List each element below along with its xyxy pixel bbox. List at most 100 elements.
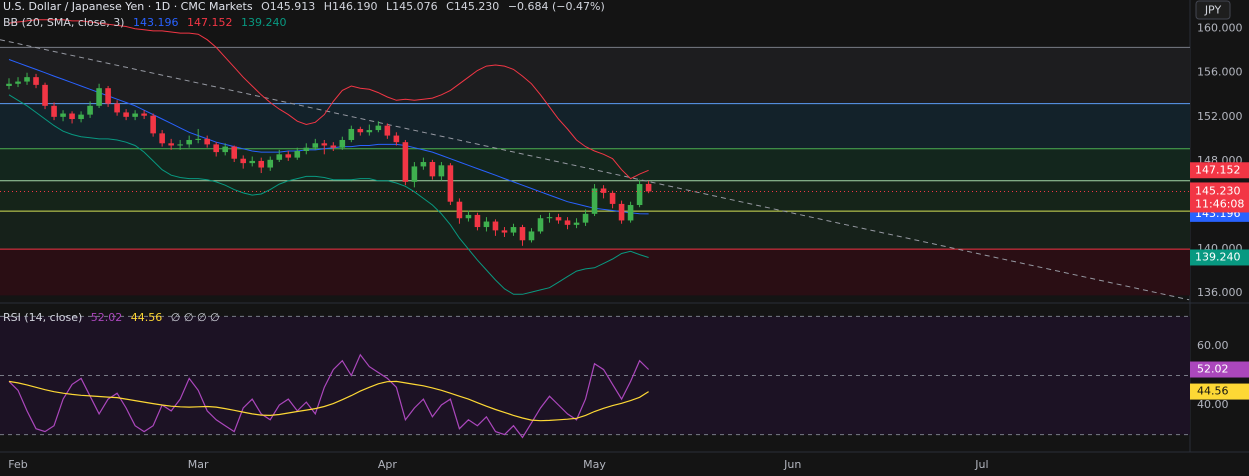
- candle-body: [564, 220, 571, 225]
- candle-body: [636, 184, 643, 206]
- candle-body: [60, 113, 66, 117]
- candle-body: [645, 183, 652, 192]
- candle-body: [339, 139, 346, 148]
- candle-body: [87, 105, 93, 115]
- candle-body: [78, 114, 84, 120]
- candle-body: [231, 146, 238, 159]
- bb-line: [8, 59, 649, 215]
- candle-body: [267, 159, 274, 168]
- candle-body: [177, 144, 183, 146]
- candle-body: [204, 138, 210, 145]
- x-tick-label: Feb: [8, 458, 27, 471]
- rsi-legend: RSI (14, close) 52.02 44.56 ∅ ∅ ∅ ∅: [3, 311, 225, 324]
- bb-line: [8, 94, 649, 295]
- candle-body: [429, 162, 436, 177]
- x-tick-label: Apr: [378, 458, 398, 471]
- candle-body: [141, 113, 147, 116]
- candle-body: [555, 217, 562, 221]
- candle-body: [456, 201, 463, 219]
- candle-body: [321, 143, 328, 146]
- bb-value: 139.240: [240, 16, 287, 29]
- price-tag-label: 139.240: [1195, 250, 1241, 263]
- y-tick-label: 40.00: [1197, 398, 1229, 411]
- candle-body: [114, 103, 120, 113]
- candle-body: [213, 144, 219, 153]
- currency-box[interactable]: [1195, 0, 1231, 20]
- candle-body: [537, 218, 544, 232]
- candle-body: [222, 146, 229, 153]
- bb-legend: BB (20, SMA, close, 3) 143.196 147.152 1…: [3, 16, 291, 29]
- candle-body: [627, 205, 634, 221]
- currency: JPY: [1204, 4, 1222, 17]
- close-tag-label: 145.230: [1195, 184, 1241, 197]
- candle-body: [42, 84, 48, 106]
- zone: [0, 211, 1190, 250]
- y-tick-label: 136.000: [1197, 286, 1243, 299]
- bb-title: BB (20, SMA, close, 3): [3, 16, 125, 29]
- candle-body: [384, 125, 391, 136]
- y-tick-label: 152.000: [1197, 110, 1243, 123]
- bb-value: 147.152: [186, 16, 233, 29]
- candle-body: [6, 83, 12, 86]
- change: −0.684 (−0.47%): [507, 0, 605, 13]
- y-tick-label: 60.00: [1197, 339, 1229, 352]
- rsi-value: 44.56: [130, 311, 163, 324]
- x-tick-label: Mar: [188, 458, 209, 471]
- candle-body: [618, 203, 625, 221]
- ohlc-close: C145.230: [446, 0, 500, 13]
- candle-body: [465, 214, 472, 219]
- candle-body: [195, 138, 201, 140]
- candle-body: [600, 188, 607, 193]
- header: U.S. Dollar / Japanese Yen · 1D · CMC Ma…: [3, 0, 610, 13]
- candle-body: [447, 165, 454, 202]
- price-tag-label: 147.152: [1195, 163, 1241, 176]
- candle-body: [510, 227, 517, 233]
- candle-body: [546, 217, 553, 219]
- rsi-line: [8, 380, 649, 422]
- countdown: 11:46:08: [1195, 197, 1244, 210]
- candle-body: [285, 154, 292, 158]
- zone: [0, 103, 1190, 149]
- rsi-line: [8, 353, 650, 439]
- rsi-value: 52.02: [90, 311, 123, 324]
- candle-body: [438, 165, 445, 177]
- rsi-tag: [1190, 361, 1249, 378]
- rsi-tag-label: 52.02: [1197, 363, 1229, 376]
- x-tick-label: Jul: [974, 458, 988, 471]
- candle-body: [258, 160, 265, 168]
- candle-body: [519, 227, 526, 241]
- candle-body: [303, 147, 310, 151]
- candle-body: [186, 139, 192, 145]
- candle-body: [402, 142, 409, 182]
- rsi-title: RSI (14, close): [3, 311, 83, 324]
- candle-body: [96, 88, 102, 106]
- x-tick-label: May: [583, 458, 606, 471]
- candle-body: [420, 162, 427, 167]
- candle-body: [528, 231, 535, 241]
- candle-body: [240, 158, 247, 164]
- zone: [0, 148, 1190, 181]
- candle-body: [582, 213, 589, 223]
- x-tick-label: Jun: [783, 458, 801, 471]
- candle-body: [591, 188, 598, 214]
- candle-body: [24, 77, 30, 82]
- candle-body: [105, 88, 111, 104]
- bb-value: 143.196: [132, 16, 179, 29]
- trendline: [0, 39, 1190, 301]
- zone: [0, 47, 1190, 104]
- price-tag: [1190, 162, 1249, 179]
- ohlc-high: H146.190: [323, 0, 378, 13]
- candle-body: [312, 143, 319, 148]
- candle-body: [492, 221, 499, 231]
- rsi-tag-label: 44.56: [1197, 385, 1229, 398]
- candle-body: [474, 214, 481, 228]
- candle-body: [33, 77, 39, 85]
- zone: [0, 249, 1190, 296]
- candle-body: [294, 151, 301, 158]
- candle-body: [330, 145, 337, 148]
- candle-body: [348, 128, 355, 140]
- candle-body: [366, 130, 373, 133]
- candle-body: [150, 115, 156, 134]
